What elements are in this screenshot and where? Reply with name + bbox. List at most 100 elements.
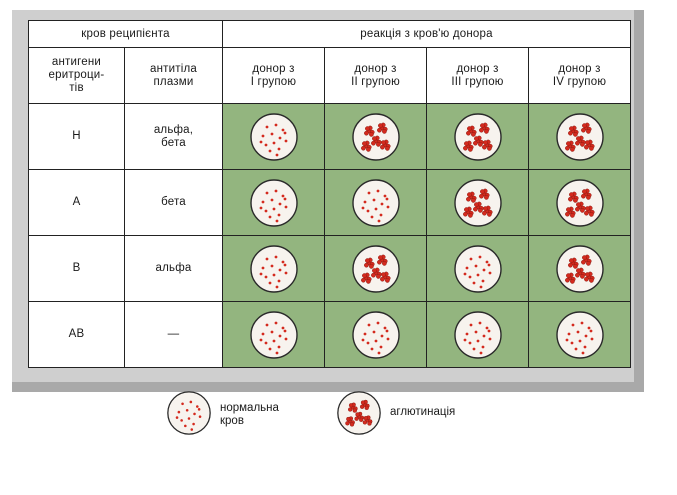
blood-cell	[277, 345, 280, 348]
blood-cell	[197, 408, 201, 411]
blood-cell	[275, 351, 278, 354]
agglutinated-cell	[463, 206, 469, 212]
blood-cell	[268, 281, 271, 284]
blood-cell	[264, 341, 267, 344]
legend-agglutination-label: аглютинація	[390, 406, 456, 418]
blood-cell	[187, 417, 191, 420]
blood-cell	[281, 194, 284, 197]
agglutinated-cell	[481, 144, 487, 150]
antigen-cell: В	[28, 235, 125, 302]
petri-dish-outline	[351, 178, 400, 227]
blood-cell	[476, 339, 479, 342]
blood-cell	[386, 205, 389, 208]
agglutinated-cell	[588, 145, 594, 151]
agglutinated-cell	[483, 194, 489, 200]
blood-cell	[478, 321, 481, 324]
agglutinated-cell	[467, 146, 473, 152]
agglutinated-cell	[568, 191, 574, 197]
reaction-dish	[249, 112, 298, 161]
reaction-dish	[351, 112, 400, 161]
blood-cell	[385, 197, 388, 200]
blood-cell	[261, 134, 264, 137]
donor-header-1: донор з I групою	[222, 47, 325, 104]
blood-cell	[175, 416, 179, 419]
blood-cell	[367, 323, 370, 326]
agglutinated-cell	[574, 206, 580, 212]
blood-cell	[284, 337, 287, 340]
agglutinated-cell	[584, 139, 590, 145]
blood-cell	[376, 321, 379, 324]
blood-cell	[576, 330, 579, 333]
agglutinated-cell	[580, 193, 586, 199]
antibody-cell: —	[124, 301, 223, 368]
blood-cell	[270, 198, 273, 201]
reaction-dish	[555, 310, 604, 359]
blood-cell	[265, 257, 268, 260]
blood-cell	[485, 260, 488, 263]
agglutinated-cell	[572, 197, 578, 203]
blood-cell	[361, 338, 364, 341]
agglutinated-cell	[588, 211, 594, 217]
reaction-dish	[249, 244, 298, 293]
blood-cell	[265, 191, 268, 194]
blood-cell	[590, 337, 593, 340]
agglutinated-cell	[349, 422, 355, 427]
agglutinated-cell	[368, 131, 374, 137]
antigen-cell: АВ	[28, 301, 125, 368]
blood-cell	[476, 273, 479, 276]
agglutinated-cell	[565, 140, 571, 146]
agglutinated-cell	[486, 145, 492, 151]
blood-cell	[485, 326, 488, 329]
agglutinated-cell	[584, 205, 590, 211]
blood-cell	[275, 153, 278, 156]
agglutinated-cell	[569, 146, 575, 152]
agglutinated-cell	[364, 257, 370, 263]
antigen-cell: Н	[28, 103, 125, 170]
blood-cell	[272, 273, 275, 276]
agglutinated-cell	[569, 212, 575, 218]
agglutinated-cell	[579, 273, 585, 279]
agglutinated-cell	[370, 272, 376, 278]
blood-cell	[281, 128, 284, 131]
reaction-dish	[249, 310, 298, 359]
blood-cell	[198, 415, 202, 418]
blood-cell	[361, 206, 364, 209]
reaction-dish	[351, 244, 400, 293]
agglutinated-cell	[381, 128, 387, 134]
blood-cell	[386, 337, 389, 340]
blood-cell	[274, 255, 277, 258]
blood-cell	[284, 271, 287, 274]
agglutinated-cell	[462, 145, 468, 151]
blood-cell	[261, 266, 264, 269]
reaction-dish	[453, 178, 502, 227]
agglutinated-cell	[371, 135, 377, 141]
blood-cell	[278, 334, 281, 337]
donor-header-2: донор з II групою	[324, 47, 427, 104]
blood-cell	[185, 408, 189, 412]
blood-cell	[487, 329, 490, 332]
agglutinated-cell	[465, 130, 471, 136]
blood-cell	[189, 400, 193, 404]
agglutinated-cell	[368, 263, 374, 269]
blood-cell	[380, 202, 383, 205]
blood-cell	[283, 263, 286, 266]
agglutinated-cell	[580, 127, 586, 133]
antibody-cell: альфа	[124, 235, 223, 302]
agglutinated-cell	[585, 128, 591, 134]
agglutinated-cell	[377, 122, 383, 128]
agglutinated-cell	[355, 412, 360, 417]
blood-cell	[469, 323, 472, 326]
table-row: АВ —	[28, 301, 631, 368]
agglutinated-cell	[477, 207, 483, 213]
antibodies-header: антитіла плазми	[124, 47, 223, 104]
agglutinated-cell	[380, 271, 386, 277]
blood-cell	[277, 279, 280, 282]
agglutinated-cell	[583, 276, 589, 282]
petri-dish-outline	[249, 310, 298, 359]
agglutinated-cell	[381, 260, 387, 266]
agglutinated-cell	[359, 417, 364, 422]
reaction-dish	[453, 244, 502, 293]
agglutinated-cell	[581, 188, 587, 194]
agglutinated-cell	[481, 210, 487, 216]
blood-cell	[372, 330, 375, 333]
